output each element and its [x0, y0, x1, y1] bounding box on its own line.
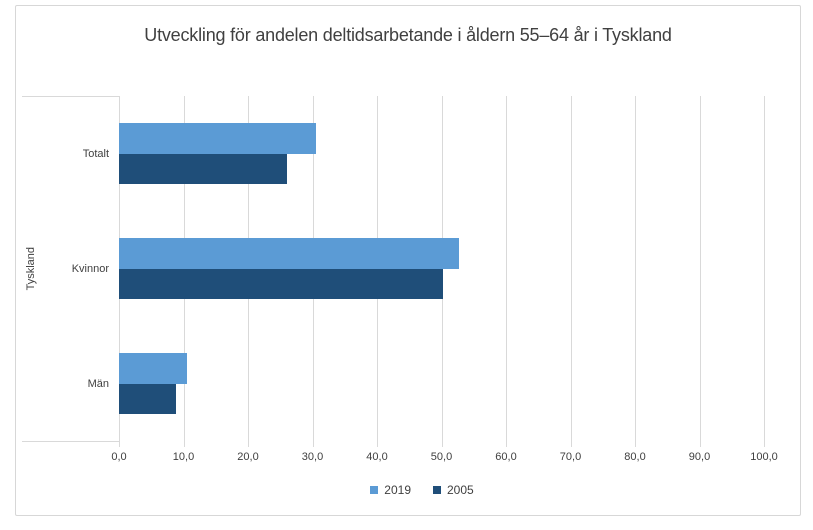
bar-totalt-2005 — [119, 153, 287, 184]
value-axis-label: 80,0 — [624, 451, 646, 463]
axis-tick-mark — [312, 441, 314, 447]
legend-swatch-icon — [433, 486, 441, 494]
value-axis-label: 100,0 — [750, 451, 778, 463]
bar-kvinnor-2019 — [119, 238, 459, 269]
value-axis-label: 50,0 — [430, 451, 453, 463]
gridline — [635, 96, 636, 441]
chart-title: Utveckling för andelen deltidsarbetande … — [144, 25, 672, 45]
value-axis: 0,0 10,0 20,0 30,0 40,0 50,0 60,0 70,0 80,0 90,0 1… — [111, 441, 778, 465]
legend-label: 2019 — [384, 483, 411, 497]
gridline — [699, 96, 701, 441]
value-axis-label: 0,0 — [111, 451, 127, 463]
legend: 2019 2005 — [16, 483, 800, 497]
category-label-kvinnor: Kvinnor — [71, 262, 109, 275]
value-axis-label: 10,0 — [172, 451, 195, 463]
value-axis-label: 60,0 — [495, 451, 517, 463]
bar-totalt-2019 — [119, 123, 317, 154]
category-label-totalt: Totalt — [82, 147, 109, 160]
category-axis-separator-bottom — [22, 441, 119, 442]
axis-tick-mark — [183, 441, 185, 447]
axis-tick-mark — [119, 441, 120, 447]
axis-tick-mark — [699, 441, 701, 447]
value-axis-label: 30,0 — [301, 451, 324, 463]
axis-tick-mark — [506, 441, 507, 447]
category-group-label: Tyskland — [25, 246, 37, 291]
category-label-män: Män — [87, 377, 109, 390]
category-group-label-box: Tyskland — [18, 96, 44, 441]
gridline — [764, 96, 765, 441]
legend-item-2019[interactable]: 2019 — [370, 483, 411, 497]
value-axis-label: 90,0 — [688, 451, 711, 463]
gridline — [506, 96, 507, 441]
bar-kvinnor-2005 — [119, 268, 444, 299]
legend-item-2005[interactable]: 2005 — [433, 483, 474, 497]
value-axis-label: 40,0 — [366, 451, 388, 463]
plot-area — [119, 96, 765, 441]
axis-tick-mark — [570, 441, 572, 447]
bar-män-2005 — [119, 383, 177, 414]
axis-tick-mark — [377, 441, 378, 447]
value-axis-label: 20,0 — [237, 451, 259, 463]
category-axis-labels: Totalt Kvinnor Män — [44, 96, 109, 441]
value-axis-label: 70,0 — [559, 451, 582, 463]
gridline — [570, 96, 572, 441]
legend-label: 2005 — [447, 483, 474, 497]
chart-frame: Utveckling för andelen deltidsarbetande … — [15, 5, 801, 516]
legend-swatch-icon — [370, 486, 379, 494]
axis-tick-mark — [441, 441, 443, 447]
bar-män-2019 — [119, 353, 187, 384]
category-axis-separator-top — [22, 96, 119, 97]
axis-tick-mark — [635, 441, 636, 447]
axis-tick-mark — [764, 441, 765, 447]
axis-tick-mark — [248, 441, 249, 447]
